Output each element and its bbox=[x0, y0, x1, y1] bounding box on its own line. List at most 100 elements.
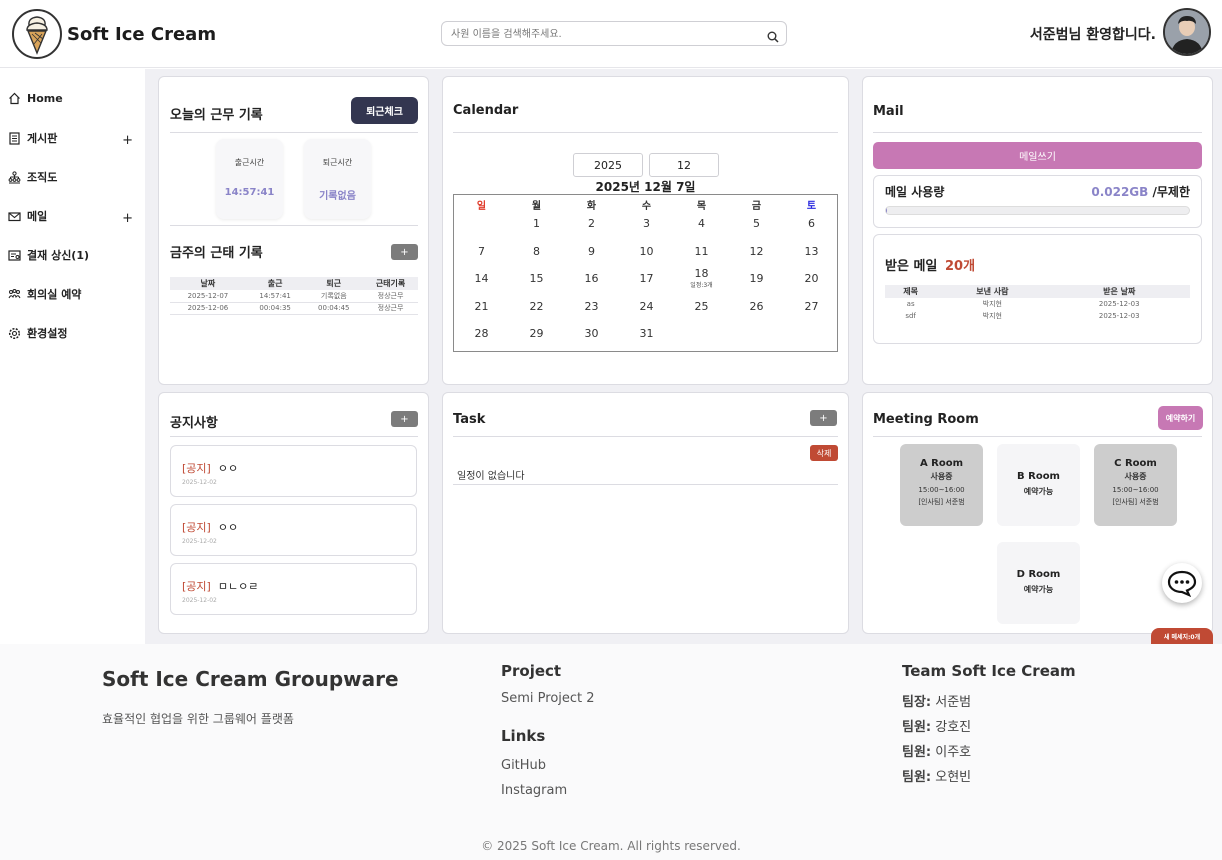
team-member: 팀장: 서준범 bbox=[902, 691, 971, 710]
notice-item[interactable]: [공지] ㅁㄴㅇㄹ 2025-12-02 bbox=[170, 563, 417, 615]
calendar-day[interactable]: 1 bbox=[533, 217, 540, 230]
reserve-room-button[interactable]: 예약하기 bbox=[1158, 406, 1203, 430]
calendar-day[interactable]: 24 bbox=[639, 299, 654, 313]
calendar-day[interactable]: 15 bbox=[529, 272, 544, 286]
github-link[interactable]: GitHub bbox=[501, 758, 547, 773]
calendar-day[interactable]: 3 bbox=[643, 217, 650, 230]
approval-icon bbox=[8, 249, 21, 261]
calendar-day[interactable]: 30 bbox=[584, 327, 599, 341]
calendar-day[interactable]: 18 일정:3개 bbox=[674, 267, 729, 289]
notice-item[interactable]: [공지] ㅇㅇ 2025-12-02 bbox=[170, 445, 417, 497]
member-name: 서준범 bbox=[935, 695, 972, 710]
chat-bubble-icon[interactable] bbox=[1162, 563, 1202, 603]
user-avatar[interactable] bbox=[1163, 8, 1211, 56]
sidebar-item-meeting-room[interactable]: 회의실 예약 bbox=[8, 284, 133, 304]
member-role: 팀원: bbox=[902, 745, 932, 760]
sidebar-item-mail[interactable]: 메일 + bbox=[8, 206, 133, 226]
calendar-day[interactable]: 7 bbox=[478, 244, 485, 258]
calendar-day[interactable]: 16 bbox=[584, 272, 599, 286]
sidebar-item-org-chart[interactable]: 조직도 bbox=[8, 167, 133, 187]
clock-out-label: 퇴근시간 bbox=[322, 158, 353, 167]
member-name: 이주호 bbox=[935, 745, 972, 760]
meeting-icon bbox=[8, 288, 21, 298]
expand-plus-icon[interactable]: + bbox=[122, 211, 133, 226]
calendar-day[interactable]: 27 bbox=[804, 299, 819, 313]
sidebar-item-home[interactable]: Home bbox=[8, 88, 133, 108]
weekday-fri: 금 bbox=[751, 201, 762, 212]
sidebar-label: 환경설정 bbox=[27, 327, 68, 340]
expand-plus-icon[interactable]: + bbox=[122, 133, 133, 148]
calendar-day[interactable]: 28 bbox=[474, 327, 489, 341]
table-cell: 기록없음 bbox=[304, 290, 364, 303]
calendar-day[interactable]: 31 bbox=[639, 327, 654, 341]
mail-usage-bar bbox=[885, 206, 1190, 215]
received-mail-label: 받은 메일 bbox=[885, 259, 938, 274]
calendar-grid: 일 월 화 수 목 금 토 1 2 3 4 5 6 7 8 9 10 11 12 13 14 15 16 17 1… bbox=[453, 194, 838, 352]
calendar-day[interactable]: 20 bbox=[804, 272, 819, 286]
table-row[interactable]: sdf 박지현 2025-12-03 bbox=[885, 310, 1190, 322]
calendar-day[interactable]: 29 bbox=[529, 327, 544, 341]
room-user: [인사팀] 서준범 bbox=[1112, 498, 1159, 506]
write-mail-button[interactable]: 메일쓰기 bbox=[873, 142, 1202, 169]
mail-usage-value: 0.022GB bbox=[1091, 185, 1149, 199]
month-select[interactable]: 12 bbox=[649, 153, 719, 177]
calendar-day[interactable]: 9 bbox=[588, 244, 595, 258]
year-select[interactable]: 2025 bbox=[573, 153, 643, 177]
calendar-day[interactable]: 10 bbox=[639, 244, 654, 258]
table-cell: sdf bbox=[905, 312, 916, 320]
calendar-day[interactable]: 14 bbox=[474, 272, 489, 286]
sidebar-item-settings[interactable]: 환경설정 bbox=[8, 323, 133, 343]
search-input[interactable] bbox=[442, 23, 742, 46]
brand-title[interactable]: Soft Ice Cream bbox=[67, 24, 217, 45]
calendar-day[interactable]: 4 bbox=[698, 217, 705, 230]
calendar-day[interactable]: 17 bbox=[639, 272, 654, 286]
room-a[interactable]: A Room 사용중 15:00~16:00 [인사팀] 서준범 bbox=[900, 444, 983, 526]
clock-out-box: 퇴근시간 기록없음 bbox=[304, 139, 371, 219]
calendar-day[interactable]: 26 bbox=[749, 299, 764, 313]
sidebar-item-board[interactable]: 게시판 + bbox=[8, 128, 133, 148]
calendar-day[interactable]: 21 bbox=[474, 299, 489, 313]
calendar-day[interactable]: 8 bbox=[533, 244, 540, 258]
calendar-day[interactable]: 2 bbox=[588, 217, 595, 230]
add-notice-button[interactable]: + bbox=[391, 411, 418, 427]
room-name: A Room bbox=[919, 458, 964, 469]
calendar-day[interactable]: 25 bbox=[694, 299, 709, 313]
add-attendance-button[interactable]: + bbox=[391, 244, 418, 260]
member-role: 팀원: bbox=[902, 720, 932, 735]
calendar-day[interactable]: 12 bbox=[749, 244, 764, 258]
calendar-day[interactable]: 19 bbox=[749, 272, 764, 286]
footer-subtitle: 효율적인 협업을 위한 그룹웨어 플랫폼 bbox=[102, 712, 294, 726]
sidebar-label: Home bbox=[27, 91, 63, 105]
calendar-day[interactable]: 13 bbox=[804, 244, 819, 258]
table-cell: 2025-12-07 bbox=[170, 290, 246, 303]
checkout-button[interactable]: 퇴근체크 bbox=[351, 97, 418, 124]
sidebar-item-approval[interactable]: 결재 상신(1) bbox=[8, 245, 133, 265]
calendar-day[interactable]: 22 bbox=[529, 299, 544, 313]
attendance-table: 날짜 출근 퇴근 근태기록 2025-12-07 14:57:41 기록없음 정… bbox=[170, 277, 418, 315]
room-b[interactable]: B Room 예약가능 bbox=[997, 444, 1080, 526]
new-message-badge[interactable]: 새 메세지:0개 bbox=[1151, 628, 1213, 644]
table-cell: as bbox=[906, 300, 915, 308]
add-task-button[interactable]: + bbox=[810, 410, 837, 426]
table-row: 2025-12-07 14:57:41 기록없음 정상근무 bbox=[170, 290, 418, 303]
ice-cream-logo[interactable] bbox=[12, 9, 62, 59]
calendar-day[interactable]: 5 bbox=[753, 217, 760, 230]
received-mail-table: 제목 보낸 사람 받은 날짜 as 박지현 2025-12-03 sdf 박지현… bbox=[885, 285, 1190, 322]
top-header: Soft Ice Cream 서준범님 환영합니다. bbox=[0, 0, 1222, 68]
weekday-sun: 일 bbox=[476, 201, 487, 212]
search-icon[interactable] bbox=[767, 28, 779, 47]
notice-item[interactable]: [공지] ㅇㅇ 2025-12-02 bbox=[170, 504, 417, 556]
project-name: Semi Project 2 bbox=[501, 691, 595, 706]
dashboard: 오늘의 근무 기록 퇴근체크 출근시간 14:57:41 퇴근시간 기록없음 금… bbox=[145, 69, 1222, 644]
weekday-wed: 수 bbox=[641, 201, 652, 212]
calendar-day[interactable]: 11 bbox=[694, 244, 709, 258]
calendar-day[interactable]: 6 bbox=[808, 217, 815, 230]
instagram-link[interactable]: Instagram bbox=[501, 783, 568, 798]
room-c[interactable]: C Room 사용중 15:00~16:00 [인사팀] 서준범 bbox=[1094, 444, 1177, 526]
delete-task-button[interactable]: 삭제 bbox=[810, 445, 838, 461]
calendar-heading: 2025년 12월 7일 bbox=[595, 180, 696, 194]
notice-tag: [공지] bbox=[182, 521, 211, 534]
table-row[interactable]: as 박지현 2025-12-03 bbox=[885, 298, 1190, 310]
calendar-day[interactable]: 23 bbox=[584, 299, 599, 313]
room-d[interactable]: D Room 예약가능 bbox=[997, 542, 1080, 624]
